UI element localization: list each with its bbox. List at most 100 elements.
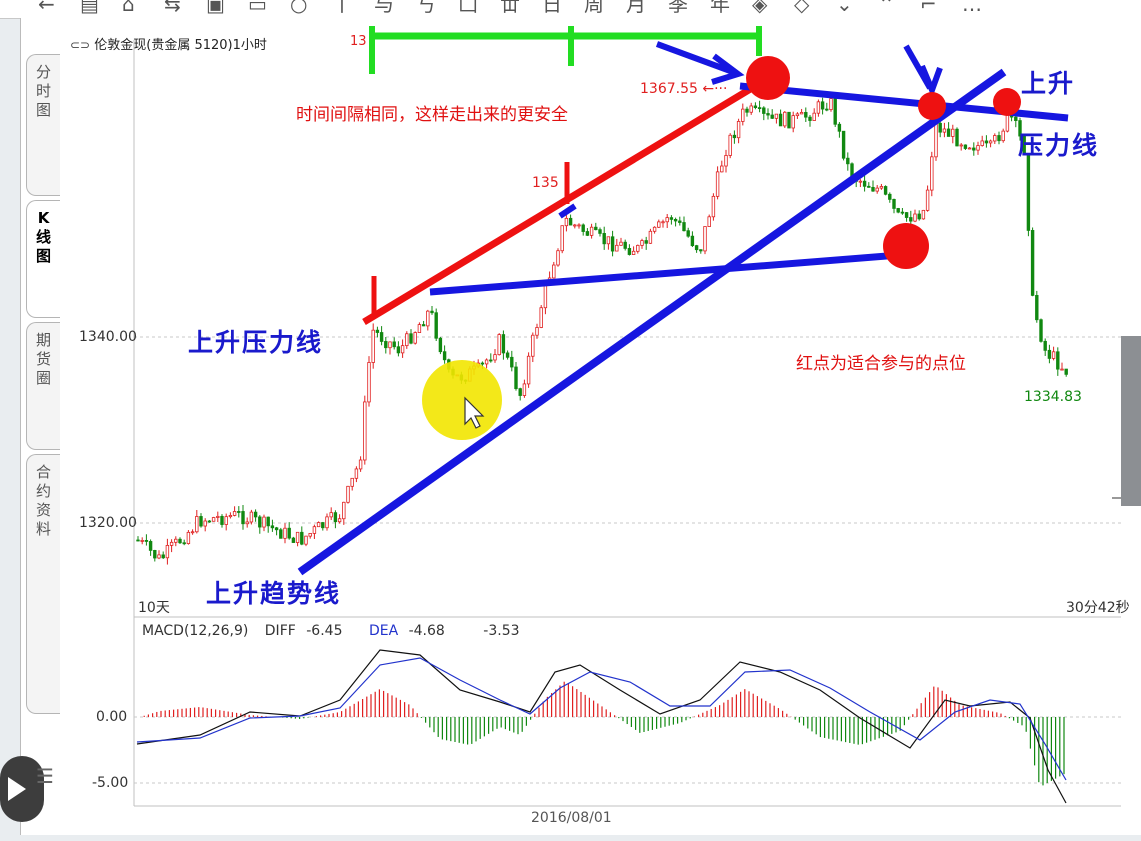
candle-body [186, 531, 191, 544]
candle-body [762, 107, 766, 114]
candle-body [484, 359, 489, 365]
candle-body [959, 144, 963, 147]
tab-time-chart-label: 分时图 [35, 63, 51, 119]
candle-body [665, 217, 669, 223]
toolbar-button-20[interactable]: ⌃ [878, 0, 895, 16]
candle-body [283, 527, 287, 539]
toolbar-button-16[interactable]: 年 [710, 0, 730, 16]
candle-body [934, 122, 938, 158]
candle-body [1030, 230, 1035, 296]
candle-body [329, 512, 333, 518]
toolbar-button-4[interactable]: ▣ [206, 0, 225, 16]
mouse-cursor-icon [464, 396, 485, 429]
candle-body [442, 351, 447, 361]
toolbar-button-21[interactable]: ⌐ [920, 0, 937, 16]
candle-body [539, 307, 543, 328]
annotation-rising: 上升 [1021, 69, 1076, 98]
tab-futures-circle[interactable]: 期货圈 [26, 322, 60, 450]
candle-body [993, 135, 997, 142]
candle-body [745, 108, 749, 113]
candle-body [888, 193, 892, 200]
toolbar-button-5[interactable]: ▭ [248, 0, 267, 16]
toolbar-button-14[interactable]: 月 [626, 0, 646, 16]
candle-body [917, 213, 921, 220]
menu-icon[interactable]: ☰ [36, 764, 54, 788]
candle-body [144, 540, 149, 542]
candle-body [258, 516, 262, 528]
candle-body [556, 250, 560, 266]
candle-body [148, 541, 153, 551]
toolbar-button-19[interactable]: ⌄ [836, 0, 853, 16]
candle-body [594, 226, 598, 231]
tab-kline-chart[interactable]: K线图 [26, 200, 60, 318]
candle-body [241, 511, 245, 525]
candle-body [346, 485, 350, 503]
candle-body [337, 518, 342, 523]
candle-body [972, 147, 976, 151]
candle-body [707, 216, 711, 227]
toolbar-button-15[interactable]: 季 [668, 0, 688, 16]
candle-body [312, 526, 317, 534]
candle-body [199, 516, 203, 527]
candle-body [228, 515, 233, 518]
toolbar-button-13[interactable]: 周 [584, 0, 604, 16]
tab-time-chart[interactable]: 分时图 [26, 54, 60, 196]
candle-body [384, 341, 388, 349]
candlestick-series [136, 93, 1068, 565]
tab-contract-info[interactable]: 合约资料 [26, 454, 60, 714]
toolbar-button-17[interactable]: ◈ [752, 0, 768, 16]
toolbar-button-7[interactable]: 丨 [332, 0, 352, 16]
toolbar-button-2[interactable]: ⌂ [122, 0, 135, 16]
macd-legend: MACD(12,26,9) DIFF -6.45 DEA -4.68 -3.53 [142, 623, 532, 639]
toolbar-button-22[interactable]: … [962, 0, 982, 16]
candle-body [938, 122, 942, 133]
candle-body [371, 329, 375, 363]
toolbar-button-3[interactable]: ⇆ [164, 0, 181, 16]
candle-body [951, 128, 955, 137]
toolbar-button-0[interactable]: ← [38, 0, 55, 16]
candle-body [379, 332, 384, 342]
candle-body [510, 356, 514, 368]
toolbar-button-12[interactable]: 日 [542, 0, 562, 16]
candle-body [892, 198, 896, 209]
countdown-label: 30分42秒 [1066, 600, 1130, 616]
chart-title: ⊂⊃ 伦敦金现(贵金属 5120)1小时 [70, 34, 267, 53]
candle-body [291, 537, 296, 543]
candle-body [564, 217, 569, 227]
candle-body [430, 310, 434, 314]
macd-diff-value: -6.45 [306, 623, 343, 639]
toolbar-button-6[interactable]: ○ [290, 0, 308, 16]
right-scroll-panel[interactable] [1121, 336, 1141, 506]
candle-body [279, 529, 283, 539]
candle-body [211, 517, 216, 522]
partial-price-label: 135 [532, 175, 559, 191]
candle-body [342, 501, 346, 520]
candle-body [480, 362, 485, 365]
price-label-1320: 1320.00 [79, 515, 137, 531]
candle-body [304, 535, 308, 545]
candle-body [699, 249, 703, 252]
toolbar-button-8[interactable]: 与 [374, 0, 394, 16]
candle-body [224, 516, 228, 525]
candle-body [505, 352, 510, 358]
candle-body [833, 98, 837, 125]
toolbar-button-11[interactable]: 丗 [500, 0, 520, 16]
toolbar-button-10[interactable]: 凵 [458, 0, 478, 16]
candle-body [531, 334, 535, 357]
candle-body [657, 221, 661, 228]
candle-body [980, 140, 984, 146]
period-label: 10天 [138, 600, 170, 616]
candle-body [652, 226, 657, 232]
toolbar-button-1[interactable]: ▤ [80, 0, 99, 16]
candle-body [1056, 351, 1060, 370]
red-dot-2 [918, 92, 946, 120]
candle-body [711, 195, 716, 218]
candle-body [518, 388, 522, 396]
cursor-highlight [422, 360, 502, 440]
candle-body [237, 511, 241, 513]
candle-body [661, 221, 665, 224]
toolbar-button-18[interactable]: ◇ [794, 0, 810, 16]
candle-body [883, 186, 888, 195]
toolbar-button-9[interactable]: 丂 [416, 0, 436, 16]
